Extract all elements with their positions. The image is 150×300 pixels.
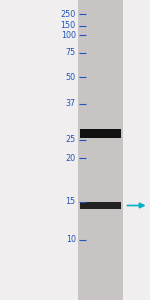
Text: 25: 25 [66,135,76,144]
Text: 20: 20 [66,154,76,163]
Bar [78,0,123,300]
Text: 250: 250 [60,10,76,19]
Text: 10: 10 [66,236,76,244]
Bar [80,202,122,209]
Text: 100: 100 [61,31,76,40]
Text: 75: 75 [66,48,76,57]
Bar [80,129,122,138]
Text: 15: 15 [66,197,76,206]
Text: 150: 150 [61,21,76,30]
Text: 50: 50 [66,73,76,82]
Text: 37: 37 [66,99,76,108]
